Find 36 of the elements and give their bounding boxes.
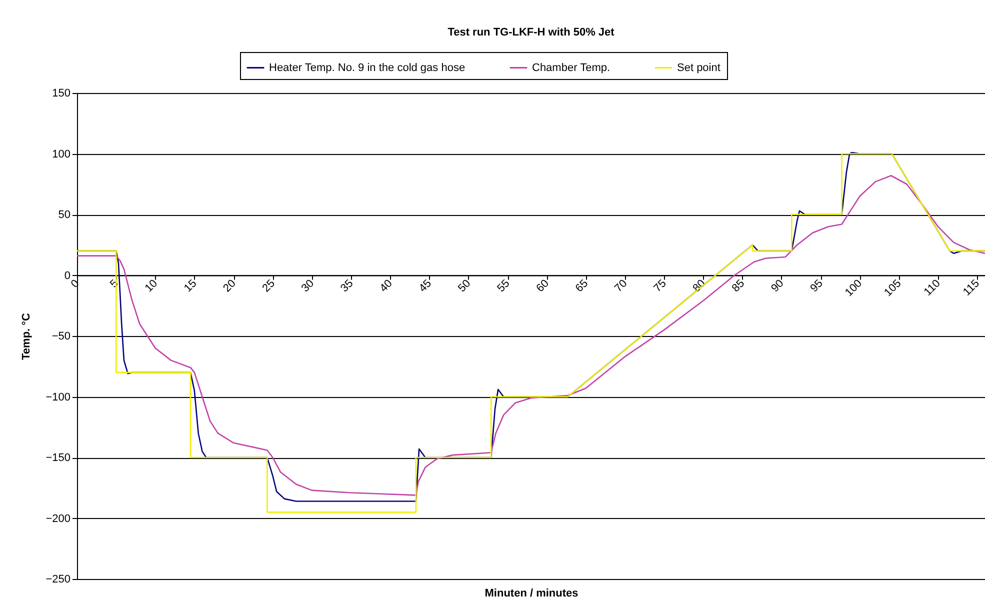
x-axis-title: Minuten / minutes	[484, 588, 578, 600]
y-tick-label: 150	[52, 88, 70, 100]
y-tick-label: −250	[46, 574, 70, 586]
y-tick-label: −100	[46, 391, 70, 404]
x-tick-label: 35	[338, 278, 356, 295]
x-tick-label: 45	[416, 278, 434, 295]
y-tick-label: −200	[46, 512, 70, 525]
y-tick-label: 0	[64, 270, 70, 282]
x-tick-label: 15	[182, 278, 200, 295]
x-tick-label: 105	[882, 278, 904, 299]
y-tick-label: 100	[52, 148, 70, 160]
x-tick-label: 25	[260, 278, 278, 295]
y-tick-label: 50	[58, 209, 70, 221]
x-tick-label: 10	[142, 278, 160, 295]
x-tick-label: 50	[456, 278, 474, 295]
x-tick-label: 30	[299, 278, 317, 295]
x-tick-label: 115	[961, 278, 982, 298]
x-tick-label: 75	[652, 278, 669, 295]
x-tick-label: 90	[769, 278, 786, 295]
legend-label: Set point	[677, 62, 720, 74]
x-tick-label: 65	[573, 278, 591, 295]
x-tick-label: 40	[378, 278, 395, 295]
y-axis-title: Temp. °C	[20, 312, 33, 360]
x-tick-label: 95	[808, 278, 826, 295]
y-tick-label: −50	[52, 330, 70, 342]
x-tick-label: 70	[612, 278, 630, 295]
legend-label: Chamber Temp.	[532, 62, 610, 74]
x-tick-label: 100	[843, 278, 864, 299]
y-tick-label: −150	[46, 452, 70, 464]
x-tick-label: 60	[534, 278, 552, 295]
x-tick-label: 85	[730, 278, 748, 295]
chart-title: Test run TG-LKF-H with 50% Jet	[448, 26, 615, 38]
x-tick-label: 110	[922, 278, 943, 298]
x-tick-label: 55	[495, 278, 512, 295]
legend-label: Heater Temp. No. 9 in the cold gas hose	[269, 62, 466, 74]
x-tick-label: 20	[221, 278, 238, 295]
